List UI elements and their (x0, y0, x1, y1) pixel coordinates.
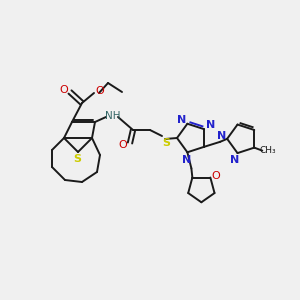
Text: NH: NH (105, 111, 121, 121)
Text: S: S (73, 154, 81, 164)
Text: O: O (96, 86, 104, 96)
Text: S: S (162, 138, 170, 148)
Text: O: O (60, 85, 68, 95)
Text: N: N (217, 131, 226, 141)
Text: O: O (118, 140, 127, 150)
Text: O: O (211, 170, 220, 181)
Text: N: N (230, 155, 239, 165)
Text: N: N (177, 115, 186, 125)
Text: CH₃: CH₃ (260, 146, 277, 155)
Text: N: N (182, 155, 191, 165)
Text: N: N (206, 120, 215, 130)
